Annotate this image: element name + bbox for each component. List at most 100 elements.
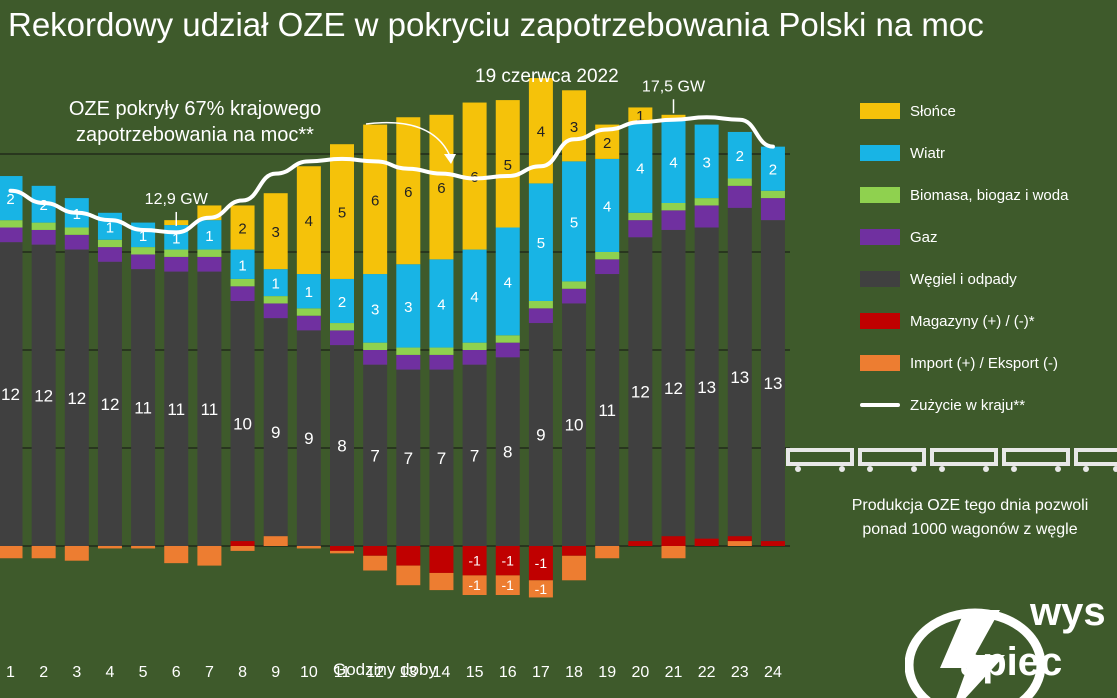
lightning-logo-icon <box>905 608 1046 698</box>
bar-import-4 <box>97 546 122 549</box>
consumption-line-layer: 12,9 GW 17,5 GW <box>8 78 775 235</box>
x-tick-9: 9 <box>271 664 280 681</box>
bar-wegiel-17 <box>528 323 553 546</box>
bar-wiatr-18 <box>562 161 587 282</box>
label-słońce-18: 3 <box>570 119 578 136</box>
bar-import-7 <box>197 546 222 566</box>
bar-import-9 <box>263 536 288 546</box>
x-tick-4: 4 <box>105 664 114 681</box>
bar-labels: 1221221211211111111111012913914825736736… <box>1 108 782 597</box>
bar-słońce-14 <box>429 114 454 260</box>
label-wegiel-23: 13 <box>730 368 749 387</box>
x-tick-5: 5 <box>139 664 148 681</box>
bar-import-16 <box>495 575 520 595</box>
bar-wegiel-19 <box>595 274 620 546</box>
bar-import-21 <box>661 546 686 559</box>
bar-słońce-21 <box>661 114 686 120</box>
bar-biomasa-6 <box>164 249 189 257</box>
label-słońce-11: 5 <box>338 205 346 222</box>
bar-biomasa-14 <box>429 347 454 355</box>
label-wiatr-16: 4 <box>504 274 512 291</box>
bar-biomasa-2 <box>31 222 56 230</box>
bar-magazyny-15 <box>462 546 487 576</box>
bar-import-13 <box>396 565 421 586</box>
x-tick-3: 3 <box>72 664 81 681</box>
bar-biomasa-18 <box>562 281 587 289</box>
wagons-note-line-1: Produkcja OZE tego dnia pozwoli <box>851 497 1089 514</box>
bar-import-15 <box>462 575 487 595</box>
wagons-note-line-2: ponad 1000 wagonów z węgle <box>862 521 1078 538</box>
bar-wegiel-6 <box>164 271 189 546</box>
x-tick-23: 23 <box>731 664 749 681</box>
bar-gaz-9 <box>263 303 288 319</box>
label-wiatr-23: 2 <box>736 148 744 165</box>
bar-magazyny-16 <box>495 546 520 576</box>
bar-wegiel-10 <box>296 330 321 546</box>
bar-wiatr-7 <box>197 220 222 250</box>
bar-gaz-17 <box>528 308 553 324</box>
bar-wiatr-17 <box>528 183 553 301</box>
bar-gaz-20 <box>628 220 653 238</box>
bar-wegiel-7 <box>197 271 222 546</box>
bar-import-19 <box>595 546 620 559</box>
legend-label-zuzycie: Zużycie w kraju** <box>910 396 1026 414</box>
bar-gaz-14 <box>429 354 454 370</box>
bar-biomasa-11 <box>330 323 354 331</box>
bar-gaz-2 <box>31 229 56 245</box>
bar-wiatr-12 <box>363 274 388 343</box>
bar-słońce-16 <box>495 100 520 228</box>
bar-gaz-21 <box>661 210 686 230</box>
x-tick-6: 6 <box>172 664 181 681</box>
label-wegiel-24: 13 <box>763 374 782 393</box>
x-tick-11: 11 <box>334 664 351 681</box>
x-tick-7: 7 <box>205 664 214 681</box>
bar-wegiel-1 <box>0 242 23 546</box>
legend-label-biomasa: Biomasa, biogaz i woda <box>910 186 1069 204</box>
label-wegiel-3: 12 <box>67 389 86 408</box>
annotation-value-1: 17,5 GW <box>642 78 706 95</box>
bar-biomasa-13 <box>396 347 421 355</box>
bar-wegiel-12 <box>363 364 388 546</box>
bar-biomasa-9 <box>263 296 288 304</box>
bar-magazyny-13 <box>396 546 421 566</box>
label-wiatr-17: 5 <box>537 235 545 252</box>
label-wegiel-8: 10 <box>233 415 252 434</box>
bar-wegiel-3 <box>64 249 89 547</box>
legend-label-magazyny: Magazyny (+) / (-)* <box>910 312 1035 330</box>
x-tick-8: 8 <box>238 664 247 681</box>
bar-wegiel-14 <box>429 369 454 546</box>
bar-wegiel-4 <box>97 261 122 546</box>
bar-wegiel-2 <box>31 244 56 546</box>
bar-import-3 <box>64 546 89 561</box>
bar-gaz-7 <box>197 256 222 272</box>
bar-wegiel-9 <box>263 318 288 546</box>
bar-słońce-8 <box>230 205 255 250</box>
bar-słońce-9 <box>263 193 288 270</box>
bar-biomasa-15 <box>462 342 487 350</box>
bar-magazyny-8 <box>230 541 255 546</box>
label-import-15: -1 <box>468 577 481 593</box>
label-wiatr-9: 1 <box>272 276 280 293</box>
bar-gaz-1 <box>0 227 23 243</box>
bar-wiatr-1 <box>0 176 23 221</box>
legend-swatch-wiatr <box>860 145 900 161</box>
label-wiatr-24: 2 <box>769 162 777 179</box>
legend-swatch-wegiel <box>860 271 900 287</box>
bar-gaz-4 <box>97 247 122 262</box>
label-wiatr-14: 4 <box>437 296 445 313</box>
bar-wegiel-13 <box>396 369 421 546</box>
x-tick-22: 22 <box>698 664 716 681</box>
bar-import-1 <box>0 546 23 559</box>
bar-biomasa-20 <box>628 212 653 221</box>
bar-gaz-3 <box>64 234 89 250</box>
chart-title: Rekordowy udział OZE w pokryciu zapotrze… <box>8 6 984 43</box>
label-wiatr-19: 4 <box>603 198 611 215</box>
legend-swatch-import <box>860 355 900 371</box>
bar-biomasa-23 <box>727 178 752 186</box>
bar-wegiel-16 <box>495 357 520 546</box>
legend: Słońce Wiatr Biomasa, biogaz i woda Gaz … <box>860 90 1068 426</box>
bar-wegiel-23 <box>727 207 752 546</box>
label-wiatr-20: 4 <box>636 160 644 177</box>
label-wiatr-6: 1 <box>172 230 180 247</box>
label-import-17: -1 <box>535 581 548 597</box>
